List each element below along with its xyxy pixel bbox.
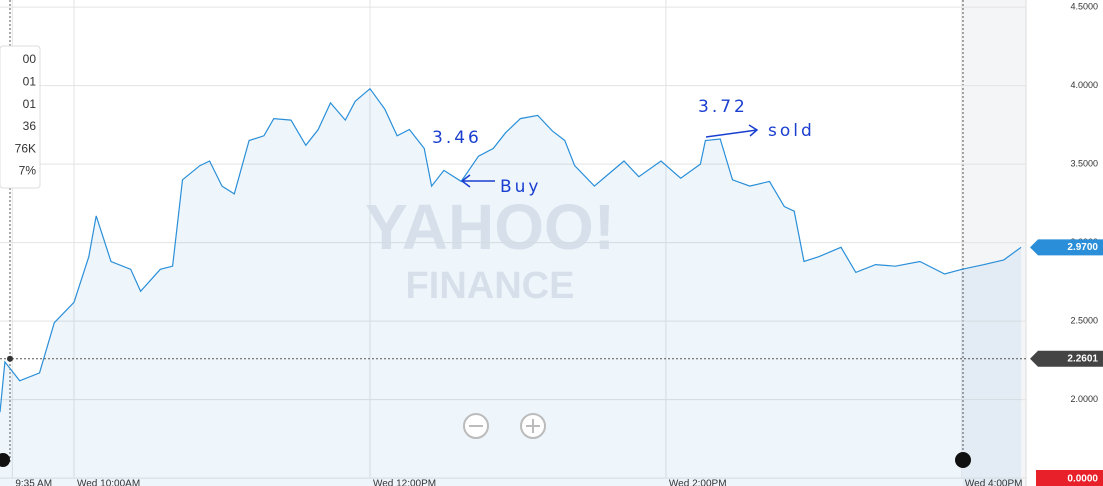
y-tick-label: 3.5000 <box>1070 158 1098 168</box>
current-price-tag <box>1030 239 1103 256</box>
watermark: YAHOO! <box>365 191 615 263</box>
handle[interactable] <box>955 452 971 468</box>
annotation-arrow <box>705 124 759 138</box>
watermark: FINANCE <box>406 265 575 307</box>
price-area <box>0 88 1022 486</box>
x-tick-label: Wed 2:00PM <box>669 479 727 486</box>
handle[interactable] <box>0 453 10 467</box>
plot <box>0 0 1026 486</box>
volume-tag <box>1036 470 1103 486</box>
x-tick-label: Wed 4:00PM <box>965 479 1023 486</box>
volume-label: 0.0000 <box>1067 474 1098 485</box>
previous-close-tag <box>1030 350 1103 367</box>
tooltip-box <box>0 45 41 189</box>
x-tick-label: Wed 10:00AM <box>77 479 140 486</box>
zoom-in[interactable] <box>520 413 546 439</box>
tooltip-text: 01 <box>23 74 37 88</box>
previous-close-label: 2.2601 <box>1067 353 1098 364</box>
tooltip-text: 76K <box>15 141 36 155</box>
x-tick-label: 9:35 AM <box>15 479 52 486</box>
annotation: Buy <box>500 177 542 197</box>
x-tick-label: Wed 12:00PM <box>373 479 436 486</box>
y-tick-label: 2.0000 <box>1070 394 1098 404</box>
tooltip-text: 01 <box>23 97 37 111</box>
y-tick-label: 2.5000 <box>1070 315 1098 325</box>
annotation-arrow <box>460 174 495 188</box>
tooltip-text: 00 <box>23 52 37 66</box>
tooltip-text: 7% <box>19 164 37 178</box>
price-line <box>0 87 1022 413</box>
tooltip-text: 36 <box>23 119 37 133</box>
previous-close-dot <box>7 355 13 362</box>
y-tick-label: 4.5000 <box>1070 1 1098 11</box>
current-price-label: 2.9700 <box>1067 242 1098 253</box>
zoom-out[interactable] <box>463 413 489 439</box>
annotation: 3.72 <box>698 97 748 117</box>
annotation: 3.46 <box>432 128 482 148</box>
annotation: sold <box>768 121 815 141</box>
y-tick-label: 4.0000 <box>1070 80 1098 90</box>
